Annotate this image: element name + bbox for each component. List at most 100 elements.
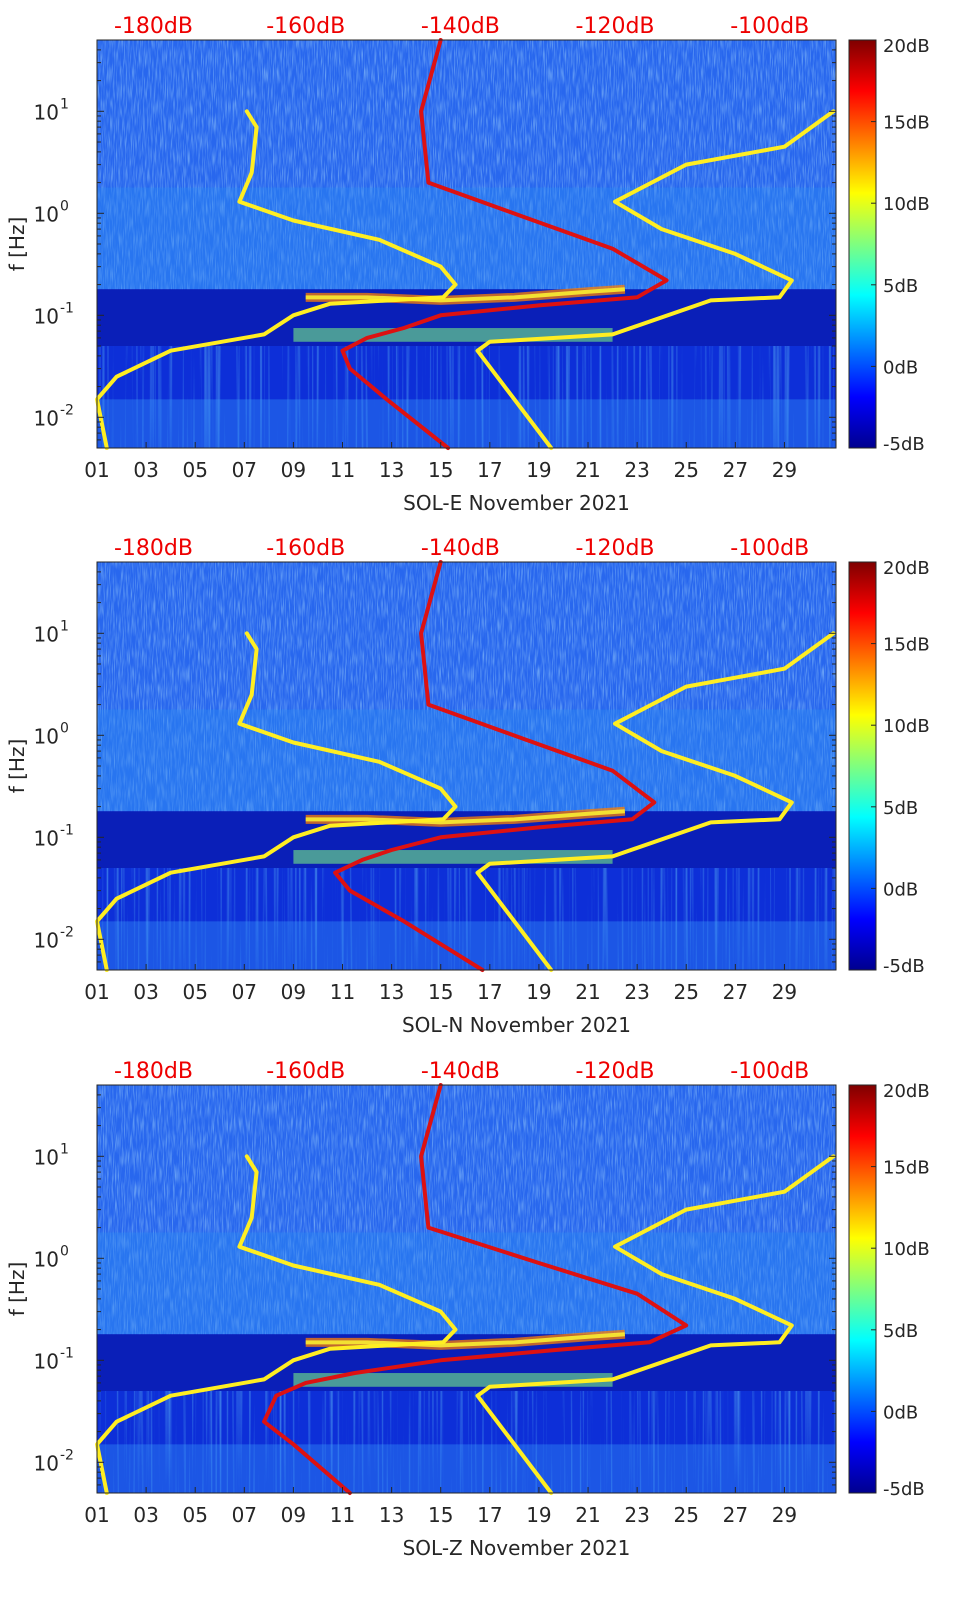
- colorbar-label: 15dB: [883, 1158, 930, 1179]
- heatmap-streaks-low: [97, 346, 836, 448]
- series-line-red-nlnm: [262, 1083, 689, 1495]
- x-tick-label: 17: [477, 1503, 502, 1527]
- y-tick-label: 10: [34, 202, 59, 226]
- colorbar-label: -5dB: [883, 1479, 925, 1500]
- x-tick-label: 01: [84, 1503, 109, 1527]
- x-tick-label: 25: [674, 1503, 699, 1527]
- y-tick-label: 10: [34, 406, 59, 430]
- microseism-streak-core: [305, 809, 625, 825]
- y-tick-label: 10: [34, 622, 59, 646]
- top-db-label: -180dB: [114, 14, 193, 39]
- y-tick-label: 10: [34, 724, 59, 748]
- top-db-label: -160dB: [266, 1059, 345, 1084]
- colorbar-label: 20dB: [883, 36, 930, 57]
- colorbar: [848, 1084, 877, 1494]
- microseism-streak-core: [305, 287, 625, 303]
- x-tick-label: 29: [772, 458, 797, 482]
- colorbar-label: 10dB: [883, 1239, 930, 1260]
- x-tick-label: 19: [526, 1503, 551, 1527]
- y-axis-label: f [Hz]: [5, 739, 29, 794]
- colorbar: [848, 561, 877, 971]
- x-tick-label: 09: [281, 980, 306, 1004]
- heatmap-band-bottom: [97, 1444, 836, 1493]
- x-tick-label: 27: [723, 980, 748, 1004]
- y-tick-exponent: -1: [60, 822, 74, 838]
- top-db-label: -180dB: [114, 536, 193, 561]
- x-tick-label: 13: [379, 980, 404, 1004]
- y-axis-label: f [Hz]: [5, 1262, 29, 1317]
- y-tick-exponent: -2: [60, 1447, 74, 1463]
- top-db-label: -140dB: [421, 536, 500, 561]
- y-tick-exponent: 1: [60, 1141, 69, 1157]
- series-line-yellow-high: [475, 631, 836, 972]
- x-tick-label: 19: [526, 458, 551, 482]
- top-db-label: -100dB: [730, 536, 809, 561]
- colorbar-label: 20dB: [883, 1081, 930, 1102]
- x-tick-label: 17: [477, 980, 502, 1004]
- x-tick-label: 21: [575, 458, 600, 482]
- colorbar-label: 15dB: [883, 113, 930, 134]
- x-tick-label: 15: [428, 980, 453, 1004]
- x-tick-label: 05: [182, 980, 207, 1004]
- x-tick-label: 23: [624, 458, 649, 482]
- heatmap-noise-mid: [97, 709, 836, 812]
- x-tick-label: 03: [133, 1503, 158, 1527]
- y-tick-label: 10: [34, 1349, 59, 1373]
- colorbar-label: 10dB: [883, 716, 930, 737]
- colorbar-label: 0dB: [883, 357, 918, 378]
- y-tick-exponent: 1: [60, 618, 69, 634]
- top-db-label: -120dB: [576, 1059, 655, 1084]
- y-tick-exponent: -2: [60, 402, 74, 418]
- top-db-label: -100dB: [730, 1059, 809, 1084]
- x-tick-label: 25: [674, 980, 699, 1004]
- y-axis-label: f [Hz]: [5, 217, 29, 272]
- heatmap-noise-high: [97, 1085, 836, 1233]
- x-tick-label: 05: [182, 458, 207, 482]
- x-tick-label: 17: [477, 458, 502, 482]
- x-tick-label: 03: [133, 458, 158, 482]
- x-tick-label: 09: [281, 458, 306, 482]
- colorbar-label: -5dB: [883, 956, 925, 977]
- x-tick-label: 15: [428, 1503, 453, 1527]
- y-tick-label: 10: [34, 826, 59, 850]
- series-line-yellow-high: [475, 109, 836, 450]
- y-tick-exponent: 0: [60, 1243, 69, 1259]
- microseism-streak-core: [305, 1332, 625, 1348]
- x-axis-label: SOL-E November 2021: [403, 491, 630, 515]
- series-line-red-nlnm: [340, 38, 669, 450]
- x-tick-label: 15: [428, 458, 453, 482]
- series-line-yellow-low: [95, 631, 458, 972]
- secondary-band: [293, 850, 613, 864]
- y-tick-exponent: -2: [60, 924, 74, 940]
- x-tick-label: 25: [674, 458, 699, 482]
- x-tick-label: 05: [182, 1503, 207, 1527]
- y-tick-label: 10: [34, 100, 59, 124]
- y-tick-exponent: -1: [60, 300, 74, 316]
- y-tick-label: 10: [34, 1247, 59, 1271]
- x-tick-label: 11: [330, 980, 355, 1004]
- heatmap-noise-mid: [97, 1232, 836, 1335]
- colorbar-label: 5dB: [883, 1321, 918, 1342]
- x-tick-label: 09: [281, 1503, 306, 1527]
- top-db-label: -120dB: [576, 536, 655, 561]
- series-line-yellow-high: [475, 1154, 836, 1495]
- series-line-red-nlnm: [333, 560, 657, 972]
- x-axis-label: SOL-Z November 2021: [403, 1536, 631, 1560]
- x-tick-label: 29: [772, 980, 797, 1004]
- series-line-yellow-low: [95, 1154, 458, 1495]
- colorbar-label: 0dB: [883, 879, 918, 900]
- secondary-band: [293, 328, 613, 342]
- x-tick-label: 01: [84, 980, 109, 1004]
- x-tick-label: 19: [526, 980, 551, 1004]
- x-tick-label: 11: [330, 1503, 355, 1527]
- top-db-label: -160dB: [266, 14, 345, 39]
- x-tick-label: 13: [379, 458, 404, 482]
- x-axis-label: SOL-N November 2021: [402, 1013, 631, 1037]
- series-line-yellow-low: [95, 109, 458, 450]
- x-tick-label: 21: [575, 1503, 600, 1527]
- x-tick-label: 27: [723, 1503, 748, 1527]
